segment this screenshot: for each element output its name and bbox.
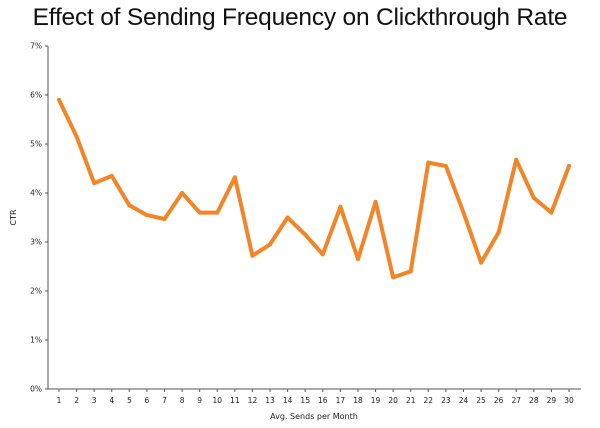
x-tick-label: 21: [406, 396, 416, 405]
x-tick-label: 13: [265, 396, 275, 405]
chart-axes: [47, 46, 581, 390]
x-tick-label: 16: [318, 396, 328, 405]
data-point: [408, 269, 413, 274]
series-line: [57, 97, 571, 280]
x-axis-label: Avg. Sends per Month: [270, 412, 358, 421]
x-tick-label: 28: [529, 396, 539, 405]
series-group: [57, 97, 571, 280]
x-tick-label: 23: [441, 396, 451, 405]
data-point: [514, 157, 519, 162]
data-point: [443, 164, 448, 169]
data-point: [109, 173, 114, 178]
data-point: [461, 210, 466, 215]
x-tick-label: 11: [230, 396, 240, 405]
x-tick-label: 27: [511, 396, 521, 405]
data-point: [127, 203, 132, 208]
data-point: [162, 216, 167, 221]
y-tick-label: 1%: [30, 336, 42, 345]
x-tick-label: 9: [197, 396, 202, 405]
x-tick-label: 26: [494, 396, 504, 405]
y-tick-label: 3%: [30, 238, 42, 247]
data-point: [320, 252, 325, 257]
data-point: [215, 210, 220, 215]
y-tick-label: 5%: [30, 140, 42, 149]
y-tick-label: 7%: [30, 42, 42, 51]
data-point: [92, 181, 97, 186]
x-tick-label: 22: [424, 396, 434, 405]
data-point: [391, 275, 396, 280]
data-point: [180, 191, 185, 195]
x-tick-label: 24: [459, 396, 469, 405]
data-point: [285, 215, 290, 220]
x-tick-label: 15: [300, 396, 310, 405]
x-tick-label: 5: [127, 396, 132, 405]
x-tick-label: 20: [388, 396, 398, 405]
x-tick-label: 8: [180, 396, 185, 405]
data-point: [567, 164, 571, 169]
data-point: [338, 204, 343, 209]
x-tick-label: 18: [353, 396, 363, 405]
data-point: [549, 210, 554, 215]
data-point: [496, 230, 501, 235]
data-point: [303, 232, 308, 237]
x-axis-ticks: 1 2 3 4 5 6 7 8 9 10 11 12 13 14 15 16 17 18 19 20 21 22 23 24 2…: [57, 389, 574, 405]
chart-title: Effect of Sending Frequency on Clickthro…: [32, 4, 568, 31]
x-tick-label: 12: [248, 396, 258, 405]
x-tick-label: 7: [162, 396, 167, 405]
x-tick-label: 1: [57, 396, 62, 405]
y-tick-label: 2%: [30, 287, 42, 296]
data-point: [144, 213, 149, 218]
x-tick-label: 30: [564, 396, 574, 405]
data-point: [197, 210, 202, 215]
data-point: [74, 134, 79, 139]
data-point: [355, 257, 360, 262]
x-tick-label: 14: [283, 396, 293, 405]
data-point: [373, 199, 378, 204]
data-point: [531, 195, 536, 200]
x-tick-label: 10: [213, 396, 223, 405]
x-tick-label: 25: [476, 396, 486, 405]
data-point: [426, 160, 431, 165]
data-point: [250, 253, 255, 258]
x-tick-label: 19: [371, 396, 381, 405]
y-axis-ticks: 0% 1% 2% 3% 4% 5% 6% 7%: [30, 42, 48, 394]
data-point: [57, 97, 61, 102]
x-tick-label: 29: [547, 396, 557, 405]
x-tick-label: 2: [74, 396, 79, 405]
data-point: [479, 260, 484, 265]
y-tick-label: 4%: [30, 189, 42, 198]
y-tick-label: 0%: [30, 385, 42, 394]
data-point: [268, 242, 273, 247]
x-tick-label: 17: [336, 396, 346, 405]
x-tick-label: 4: [109, 396, 114, 405]
y-axis-label: CTR: [9, 209, 18, 225]
y-tick-label: 6%: [30, 91, 42, 100]
x-tick-label: 6: [145, 396, 150, 405]
data-point: [232, 175, 237, 180]
x-tick-label: 3: [92, 396, 97, 405]
